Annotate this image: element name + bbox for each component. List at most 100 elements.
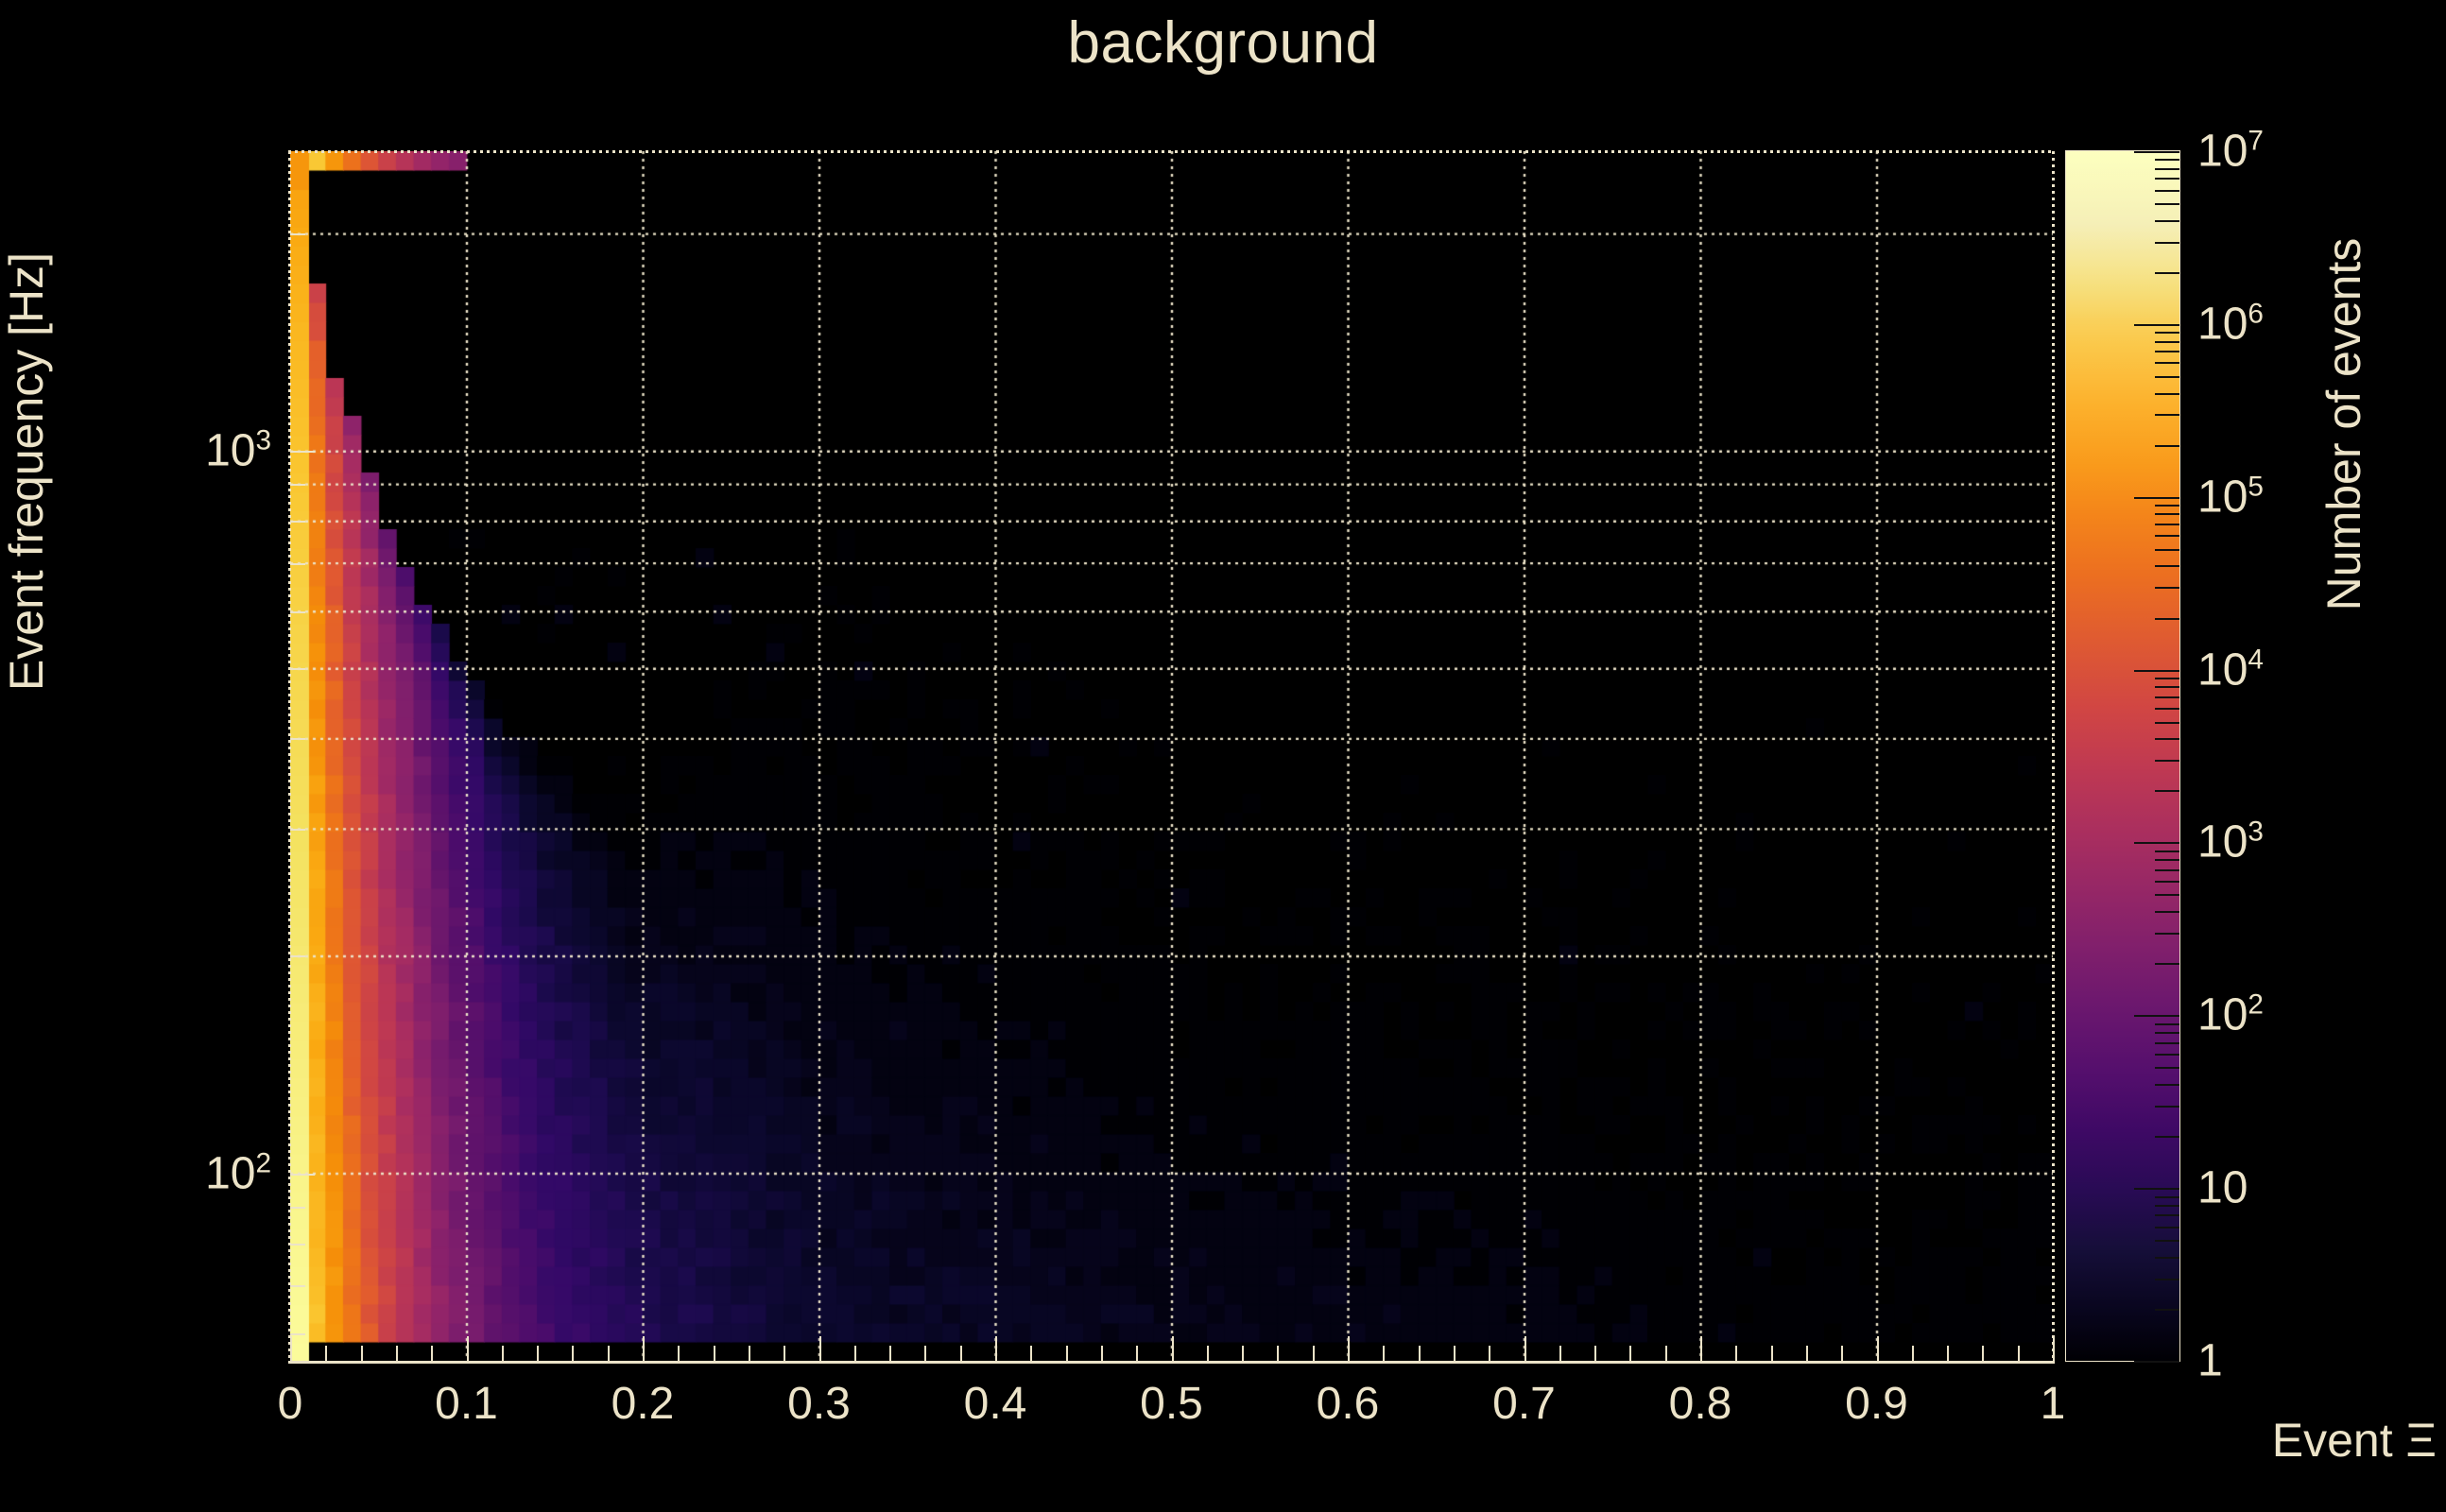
- colorbar-tick: [2155, 535, 2179, 538]
- x-tick-label: 0.7: [1492, 1379, 1556, 1429]
- y-tick: [290, 1333, 305, 1336]
- colorbar-tick: [2155, 241, 2179, 244]
- colorbar-tick: [2155, 721, 2179, 724]
- x-tick: [1700, 1336, 1702, 1361]
- chart-title: background: [1067, 10, 1379, 76]
- colorbar-tick: [2155, 963, 2179, 966]
- x-tick: [1136, 1346, 1139, 1361]
- colorbar-tick: [2155, 178, 2179, 180]
- x-tick: [1418, 1346, 1421, 1361]
- x-tick: [395, 1346, 398, 1361]
- x-tick: [1171, 1336, 1174, 1361]
- colorbar-tick-label: 102: [2197, 988, 2264, 1040]
- colorbar-tick: [2155, 738, 2179, 741]
- colorbar-frame: [2065, 150, 2180, 1362]
- y-tick-label: 103: [205, 424, 271, 476]
- x-tick: [1629, 1346, 1632, 1361]
- colorbar-tick: [2155, 189, 2179, 192]
- x-tick: [1982, 1346, 1985, 1361]
- colorbar-tick: [2134, 151, 2179, 153]
- colorbar-tick: [2155, 159, 2179, 162]
- y-tick: [290, 521, 305, 524]
- x-tick: [678, 1346, 680, 1361]
- x-tick: [466, 1336, 469, 1361]
- colorbar-tick: [2134, 669, 2179, 672]
- x-tick: [1770, 1346, 1773, 1361]
- x-tick: [1277, 1346, 1280, 1361]
- colorbar-tick: [2134, 1188, 2179, 1191]
- colorbar-tick: [2134, 1361, 2179, 1363]
- colorbar-tick: [2155, 1214, 2179, 1217]
- y-tick: [290, 1243, 305, 1246]
- colorbar-tick: [2134, 1015, 2179, 1018]
- colorbar-tick: [2155, 1105, 2179, 1108]
- axis-frame-left: [288, 151, 291, 1364]
- colorbar-tick: [2155, 1067, 2179, 1070]
- y-tick: [290, 610, 305, 613]
- x-tick: [572, 1346, 575, 1361]
- x-tick: [1065, 1346, 1068, 1361]
- x-tick: [360, 1346, 363, 1361]
- x-tick: [1559, 1346, 1561, 1361]
- y-tick: [290, 1173, 315, 1176]
- colorbar-tick: [2155, 565, 2179, 568]
- y-tick-label: 102: [205, 1147, 271, 1199]
- colorbar-tick: [2134, 842, 2179, 845]
- y-tick: [290, 955, 305, 958]
- x-tick: [1383, 1346, 1386, 1361]
- colorbar[interactable]: [2066, 151, 2179, 1361]
- y-tick: [290, 451, 315, 454]
- colorbar-gradient: [2066, 151, 2179, 1361]
- colorbar-tick: [2155, 1256, 2179, 1259]
- colorbar-tick-label: 1: [2197, 1335, 2223, 1386]
- colorbar-tick: [2155, 1278, 2179, 1280]
- colorbar-tick: [2155, 1084, 2179, 1087]
- x-tick: [325, 1346, 328, 1361]
- y-tick: [290, 668, 305, 671]
- x-tick: [1876, 1336, 1879, 1361]
- colorbar-tick: [2155, 617, 2179, 620]
- x-tick: [1664, 1346, 1667, 1361]
- colorbar-tick: [2155, 167, 2179, 170]
- colorbar-tick: [2155, 444, 2179, 447]
- x-tick-label: 0.6: [1316, 1379, 1380, 1429]
- colorbar-tick: [2155, 790, 2179, 793]
- colorbar-tick: [2155, 414, 2179, 417]
- x-tick-label: 0.4: [963, 1379, 1027, 1429]
- plot-area[interactable]: [290, 151, 2053, 1361]
- x-tick: [2053, 1336, 2055, 1361]
- x-tick: [995, 1336, 997, 1361]
- colorbar-tick: [2155, 686, 2179, 689]
- colorbar-tick: [2155, 868, 2179, 871]
- colorbar-tick: [2155, 880, 2179, 883]
- colorbar-tick: [2155, 351, 2179, 353]
- x-tick: [784, 1346, 786, 1361]
- x-tick: [1348, 1336, 1350, 1361]
- colorbar-tick: [2155, 708, 2179, 711]
- colorbar-tick: [2155, 505, 2179, 507]
- colorbar-tick-label: 103: [2197, 816, 2264, 868]
- colorbar-tick: [2155, 392, 2179, 395]
- x-tick: [748, 1346, 750, 1361]
- colorbar-tick: [2155, 332, 2179, 335]
- colorbar-tick: [2155, 271, 2179, 274]
- x-tick: [1805, 1346, 1808, 1361]
- colorbar-tick: [2155, 1204, 2179, 1207]
- colorbar-tick: [2155, 513, 2179, 516]
- x-tick: [1947, 1346, 1950, 1361]
- axis-frame-top: [288, 150, 2055, 153]
- colorbar-tick-label: 10: [2197, 1162, 2248, 1213]
- colorbar-tick-label: 107: [2197, 125, 2264, 177]
- colorbar-tick: [2155, 1308, 2179, 1311]
- x-tick: [713, 1346, 715, 1361]
- x-tick: [959, 1346, 962, 1361]
- x-tick-label: 0.9: [1845, 1379, 1908, 1429]
- y-tick: [290, 484, 305, 487]
- colorbar-tick-label: 106: [2197, 298, 2264, 350]
- y-tick: [290, 828, 305, 831]
- colorbar-tick: [2155, 850, 2179, 852]
- x-tick: [1524, 1336, 1526, 1361]
- colorbar-tick: [2155, 203, 2179, 206]
- axis-frame-right: [2052, 151, 2055, 1364]
- x-tick: [290, 1336, 292, 1361]
